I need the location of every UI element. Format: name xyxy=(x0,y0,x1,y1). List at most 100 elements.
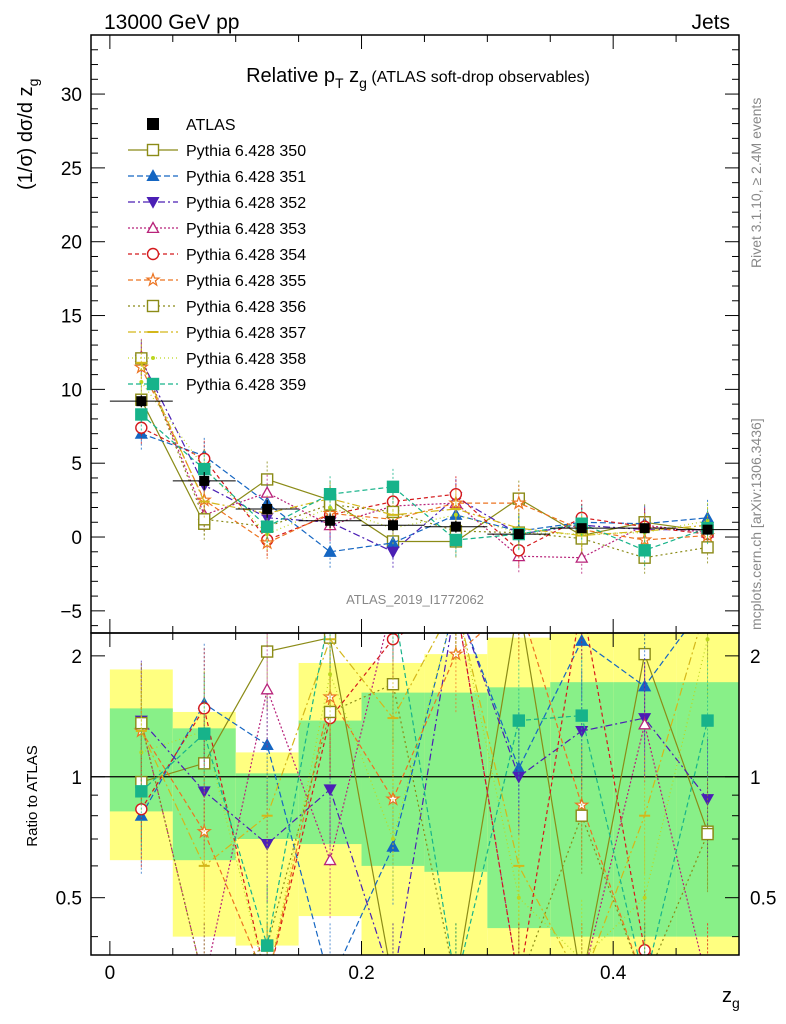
data-point xyxy=(450,521,461,532)
legend-entry-6: Pythia 6.428 356 xyxy=(128,299,306,316)
ratio-point xyxy=(387,979,398,989)
data-point xyxy=(576,523,587,534)
ratio-tick-label: 2 xyxy=(71,647,82,668)
ratio-point xyxy=(513,595,525,606)
series-point xyxy=(323,488,337,501)
legend-entry-5: Pythia 6.428 355 xyxy=(128,271,306,290)
legend-marker xyxy=(146,169,160,182)
data-point xyxy=(199,475,210,486)
ratio-y-axis-label: Ratio to ATLAS xyxy=(24,745,41,846)
ratio-point xyxy=(701,714,714,727)
series-point xyxy=(135,408,148,421)
ratio-point xyxy=(387,978,398,989)
ratio-point xyxy=(325,978,336,988)
header-observable-group: Jets xyxy=(691,11,730,34)
legend-label: Pythia 6.428 359 xyxy=(186,377,306,394)
data-point xyxy=(513,529,524,540)
ratio-point xyxy=(265,981,269,985)
y-tick-label: 30 xyxy=(61,85,82,106)
series-line xyxy=(140,356,708,559)
legend-label: Pythia 6.428 350 xyxy=(186,143,306,160)
ratio-point xyxy=(639,978,650,989)
data-point xyxy=(325,515,336,526)
ratio-point xyxy=(323,784,337,797)
ratio-point xyxy=(576,978,587,988)
legend-entry-4: Pythia 6.428 354 xyxy=(128,247,306,264)
series-point xyxy=(701,541,714,554)
series-main-6 xyxy=(135,340,714,576)
ratio-point xyxy=(450,978,461,989)
y-tick-label: −5 xyxy=(60,602,82,623)
series-point xyxy=(510,494,527,510)
data-point xyxy=(702,524,713,535)
ratio-point xyxy=(513,978,524,989)
legend-label: Pythia 6.428 357 xyxy=(186,325,306,342)
ratio-point xyxy=(513,978,524,989)
x-axis-label: zg xyxy=(722,985,740,1011)
legend-swatch xyxy=(147,118,159,130)
ratio-point xyxy=(328,672,333,677)
ratio-tick-label-right: 0.5 xyxy=(750,889,776,910)
series-point xyxy=(386,546,400,559)
ratio-point xyxy=(385,790,401,806)
data-point xyxy=(639,523,650,534)
series-point xyxy=(638,544,651,557)
series-point xyxy=(575,550,589,563)
legend-marker xyxy=(146,247,160,261)
legend-entry-3: Pythia 6.428 353 xyxy=(128,221,306,238)
ratio-point xyxy=(575,809,588,822)
ratio-point xyxy=(580,958,584,962)
ratio-point xyxy=(199,978,210,988)
ratio-point xyxy=(639,978,650,989)
analysis-watermark: ATLAS_2019_I1772062 xyxy=(346,592,484,607)
legend-label: Pythia 6.428 353 xyxy=(186,221,306,238)
legend-entry-2: Pythia 6.428 352 xyxy=(128,195,306,212)
ratio-line xyxy=(141,633,709,955)
x-tick-label: 0.4 xyxy=(600,963,627,984)
y-tick-label: 0 xyxy=(71,528,82,549)
ratio-point xyxy=(576,978,587,989)
ratio-point xyxy=(575,709,588,722)
ratio-line xyxy=(140,633,708,955)
ratio-point xyxy=(135,785,148,798)
axes: 0 0.2 0.4 −5 0 5 10 15 20 25 30 0.5 0.5 1 1 2 2 xyxy=(56,34,776,984)
ratio-point xyxy=(701,827,714,841)
series-point xyxy=(135,421,148,434)
band-green xyxy=(424,692,488,872)
legend-label: ATLAS xyxy=(186,117,236,134)
legend-entry-9: Pythia 6.428 359 xyxy=(128,377,306,394)
legend-label: Pythia 6.428 356 xyxy=(186,299,306,316)
x-tick-label: 0.2 xyxy=(348,963,374,984)
ratio-line xyxy=(140,633,685,955)
series-line xyxy=(140,414,708,551)
ratio-point xyxy=(390,836,395,841)
legend-marker xyxy=(146,377,160,391)
x-tick-label: 0 xyxy=(105,963,116,984)
legend-entry-data: ATLAS xyxy=(147,117,236,134)
ratio-point xyxy=(642,895,647,900)
ratio-point xyxy=(575,726,589,738)
series-point xyxy=(705,518,710,523)
data-point xyxy=(136,396,147,407)
ratio-line xyxy=(140,633,709,955)
series-main-1 xyxy=(134,415,715,570)
ratio-point xyxy=(639,977,651,988)
ratio-point xyxy=(702,596,713,606)
series-point xyxy=(386,480,400,494)
ratio-point xyxy=(199,978,210,989)
ratio-point xyxy=(513,978,524,988)
ratio-point xyxy=(261,977,273,988)
series-line xyxy=(140,399,708,543)
ratio-point xyxy=(450,978,461,989)
legend-label: Pythia 6.428 354 xyxy=(186,247,306,264)
series-point xyxy=(260,520,274,533)
ratio-point xyxy=(516,895,521,900)
ratio-tick-label: 1 xyxy=(71,768,82,789)
legend-label: Pythia 6.428 355 xyxy=(186,273,306,290)
legend-label: Pythia 6.428 351 xyxy=(186,169,306,186)
ratio-point xyxy=(576,596,587,607)
ratio-point xyxy=(260,682,274,695)
mcplots-source-label: mcplots.cern.ch [arXiv:1306.3436] xyxy=(748,418,764,630)
ratio-tick-label-right: 2 xyxy=(750,647,761,668)
